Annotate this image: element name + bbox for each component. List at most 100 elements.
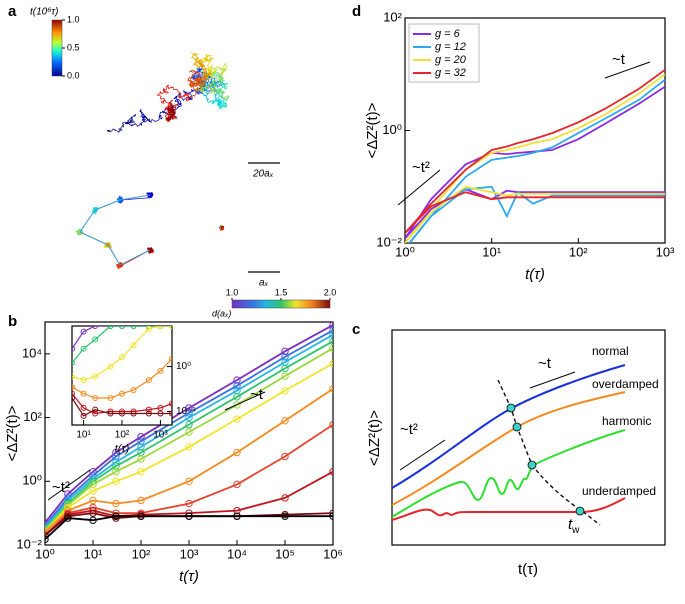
point	[80, 412, 87, 419]
point	[92, 410, 99, 417]
point	[329, 359, 333, 368]
curve-label: harmonic	[602, 414, 651, 428]
x-axis-label: t(τ)	[525, 266, 545, 283]
colorbar	[51, 19, 63, 77]
trajectory	[140, 113, 151, 123]
trajectory	[165, 99, 174, 111]
point	[89, 487, 97, 495]
chart: 10⁰ 10¹ 10² 10³10⁻²10⁰10²t(τ)<ΔZ²(t)>~t²~tg…	[364, 9, 675, 283]
point	[119, 326, 125, 329]
series-line	[72, 358, 172, 399]
colorbar-tick-label: 2.0	[324, 287, 337, 297]
x-tick-label: 10³	[180, 546, 199, 561]
point	[72, 360, 75, 367]
point	[329, 385, 333, 393]
point	[130, 410, 137, 417]
point	[185, 443, 193, 451]
series-line	[72, 326, 172, 364]
trajectory	[187, 73, 195, 86]
chart: 10¹ 10² 10³ 10⁻¹ 10⁰ t(τ)	[71, 325, 196, 455]
trajectory	[217, 87, 225, 99]
y-axis-label: <ΔZ²(t)>	[366, 410, 383, 466]
x-tick-label: 10⁰	[395, 244, 415, 259]
tw-point	[575, 506, 585, 516]
frame	[391, 329, 666, 546]
annotation: ~t²	[52, 479, 70, 496]
point	[130, 342, 137, 349]
scale-bar-label: 20aₓ	[252, 169, 274, 180]
legend-label: g = 6	[435, 28, 461, 40]
x-tick-label: 10¹	[482, 244, 501, 259]
curve-label: normal	[592, 344, 629, 358]
tw-point	[506, 403, 516, 413]
colorbar-tick-label: 0.0	[67, 70, 80, 80]
trajectory	[208, 79, 219, 93]
series-line	[45, 329, 333, 527]
series-line	[45, 362, 333, 533]
point	[119, 354, 125, 361]
y-tick-label: 10⁰	[176, 361, 191, 372]
series-line	[405, 69, 665, 234]
point	[157, 410, 164, 417]
point	[185, 428, 193, 436]
series-group	[405, 69, 665, 243]
point	[107, 394, 114, 401]
point	[89, 516, 97, 524]
point	[169, 355, 172, 362]
x-tick-label: 10⁰	[35, 546, 55, 561]
point	[112, 477, 120, 485]
point	[233, 415, 241, 423]
trajectory	[196, 67, 206, 75]
trajectory	[130, 118, 146, 127]
trajectory	[106, 125, 124, 133]
series-line	[405, 188, 665, 240]
point	[329, 467, 333, 476]
trajectory	[218, 81, 228, 90]
series-line	[405, 85, 665, 239]
point	[64, 514, 72, 522]
point	[281, 386, 289, 395]
point	[281, 452, 289, 461]
point	[157, 326, 164, 329]
x-axis-label: t(τ)	[518, 561, 538, 578]
point	[112, 512, 120, 520]
point	[137, 512, 145, 520]
point	[137, 496, 145, 505]
series-line	[45, 470, 333, 537]
x-tick-label: 10¹	[84, 546, 103, 561]
point	[137, 443, 145, 451]
series-line	[72, 326, 172, 381]
x-tick-label: 10²	[132, 546, 151, 561]
x-tick-label: 10²	[115, 430, 130, 441]
x-tick-label: 10⁴	[227, 546, 247, 561]
tw-label: tw	[568, 516, 580, 536]
y-tick-label: 10⁴	[22, 345, 42, 360]
tw-base: t	[568, 516, 573, 533]
point	[112, 467, 120, 476]
point	[185, 499, 193, 508]
point	[80, 328, 87, 335]
point	[72, 345, 75, 352]
point	[89, 509, 97, 517]
x-tick-label: 10⁶	[323, 546, 343, 561]
colorbar-tick-label: 1.0	[226, 287, 239, 297]
point	[281, 372, 289, 380]
trajectory	[220, 95, 230, 102]
point	[107, 363, 114, 370]
point	[233, 376, 241, 384]
point	[281, 347, 289, 356]
schematic-panel: ~t² ~t normal overdamped harmonic underd…	[366, 329, 666, 578]
point	[185, 420, 193, 429]
point	[72, 384, 75, 391]
annotation: ~t	[250, 386, 264, 403]
colorbar	[231, 299, 331, 309]
trajectory	[202, 71, 212, 78]
point	[92, 394, 99, 401]
y-tick-label: 10⁻²	[16, 536, 42, 551]
x-tick-label: 10³	[656, 244, 675, 259]
trajectory	[156, 91, 167, 104]
point	[80, 404, 87, 411]
x-axis-label: t(τ)	[179, 568, 199, 585]
slope-guide	[47, 469, 91, 501]
point	[119, 390, 125, 397]
